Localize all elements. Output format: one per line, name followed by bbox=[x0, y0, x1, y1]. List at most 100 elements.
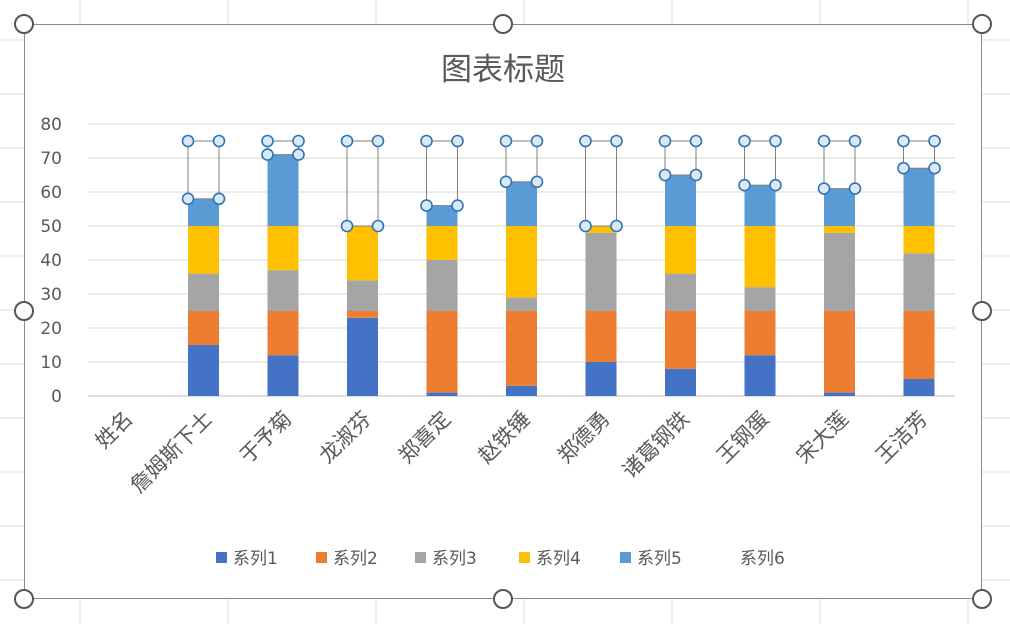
bar-segment[interactable] bbox=[347, 280, 378, 311]
series-selection-handle[interactable] bbox=[420, 134, 433, 148]
bar-segment[interactable] bbox=[426, 205, 458, 226]
series-selection-handle[interactable] bbox=[658, 168, 672, 182]
series-selection-handle[interactable] bbox=[292, 134, 305, 148]
bar-segment[interactable] bbox=[426, 392, 458, 396]
bar-segment[interactable] bbox=[585, 232, 617, 311]
bar-segment[interactable] bbox=[903, 253, 935, 311]
series-selection-handle[interactable] bbox=[530, 175, 544, 189]
bar-segment[interactable] bbox=[903, 140, 935, 169]
bar-segment[interactable] bbox=[903, 311, 935, 379]
bar-segment[interactable] bbox=[665, 175, 696, 226]
bar-segment[interactable] bbox=[744, 185, 776, 226]
series-selection-handle[interactable] bbox=[340, 219, 354, 233]
series-selection-handle[interactable] bbox=[261, 148, 274, 161]
series-selection-handle[interactable] bbox=[181, 134, 195, 148]
bar-segment[interactable] bbox=[665, 226, 696, 274]
series-selection-handle[interactable] bbox=[848, 134, 862, 148]
series-selection-handle[interactable] bbox=[817, 182, 831, 195]
series-selection-handle[interactable] bbox=[928, 161, 941, 175]
bar-segment[interactable] bbox=[903, 168, 935, 226]
legend-label[interactable]: 系列1 bbox=[233, 549, 278, 569]
series-selection-handle[interactable] bbox=[689, 134, 703, 148]
bar-segment[interactable] bbox=[744, 226, 776, 288]
series-selection-handle[interactable] bbox=[451, 199, 464, 212]
legend-label[interactable]: 系列5 bbox=[637, 549, 682, 569]
bar-segment[interactable] bbox=[188, 311, 219, 345]
legend-label[interactable]: 系列6 bbox=[740, 549, 785, 569]
bar-segment[interactable] bbox=[267, 226, 299, 271]
bar-segment[interactable] bbox=[188, 345, 219, 396]
bar-segment[interactable] bbox=[744, 311, 776, 356]
series-selection-handle[interactable] bbox=[848, 182, 862, 195]
bar-segment[interactable] bbox=[426, 260, 458, 311]
chart-selection-handles[interactable] bbox=[14, 14, 992, 609]
bar-segment[interactable] bbox=[585, 311, 617, 362]
bar-segment[interactable] bbox=[824, 392, 855, 396]
series-selection-handle[interactable] bbox=[371, 219, 385, 233]
bar-segment[interactable] bbox=[665, 311, 696, 369]
bar-segment[interactable] bbox=[187, 140, 220, 200]
bar-segment[interactable] bbox=[903, 226, 935, 254]
series-selection-handle[interactable] bbox=[212, 192, 226, 206]
series-selection-handle[interactable] bbox=[292, 148, 305, 161]
series-selection-handle[interactable] bbox=[181, 192, 195, 206]
bar-segment[interactable] bbox=[267, 270, 299, 311]
bar-segment[interactable] bbox=[267, 140, 299, 156]
bar-segment[interactable] bbox=[744, 287, 776, 311]
bar-segment[interactable] bbox=[346, 140, 379, 227]
series-selection-handle[interactable] bbox=[212, 134, 226, 148]
legend-label[interactable]: 系列4 bbox=[536, 549, 581, 569]
bar-segment[interactable] bbox=[664, 140, 697, 176]
series-selection-handle[interactable] bbox=[769, 134, 782, 148]
series-selection-handle[interactable] bbox=[610, 134, 623, 148]
series-selection-handle[interactable] bbox=[897, 134, 910, 148]
series-selection-handle[interactable] bbox=[610, 219, 623, 233]
series-selection-handle[interactable] bbox=[897, 161, 910, 175]
series-selection-handle[interactable] bbox=[738, 134, 751, 148]
bar-segment[interactable] bbox=[585, 226, 617, 233]
bar-segment[interactable] bbox=[267, 311, 299, 356]
bar-segment[interactable] bbox=[665, 368, 696, 396]
bar-segment[interactable] bbox=[506, 385, 537, 396]
series-selection-handle[interactable] bbox=[738, 178, 751, 192]
bar-segment[interactable] bbox=[506, 181, 537, 226]
bar-segment[interactable] bbox=[506, 226, 537, 298]
bar-segment[interactable] bbox=[903, 379, 935, 396]
bar-segment[interactable] bbox=[824, 188, 855, 226]
bar-segment[interactable] bbox=[744, 355, 776, 396]
bar-segment[interactable] bbox=[426, 140, 458, 207]
bar-segment[interactable] bbox=[744, 140, 776, 186]
bar-segment[interactable] bbox=[585, 362, 617, 396]
bar-segment[interactable] bbox=[665, 273, 696, 311]
series-selection-handle[interactable] bbox=[689, 168, 703, 182]
bar-segment[interactable] bbox=[267, 154, 299, 226]
series-selection-handle[interactable] bbox=[499, 134, 513, 148]
bar-segment[interactable] bbox=[824, 232, 855, 311]
bar-segment[interactable] bbox=[823, 140, 856, 190]
bar-segment[interactable] bbox=[347, 226, 378, 281]
series-selection-handle[interactable] bbox=[340, 134, 354, 148]
legend-label[interactable]: 系列3 bbox=[432, 549, 477, 569]
bar-segment[interactable] bbox=[426, 226, 458, 260]
series-selection-handle[interactable] bbox=[371, 134, 385, 148]
bar-segment[interactable] bbox=[506, 311, 537, 386]
series-selection-handle[interactable] bbox=[928, 134, 941, 148]
series-selection-handle[interactable] bbox=[530, 134, 544, 148]
chart-title[interactable]: 图表标题 bbox=[441, 52, 565, 88]
series-selection-handle[interactable] bbox=[261, 134, 274, 148]
bar-segment[interactable] bbox=[347, 317, 378, 396]
bar-segment[interactable] bbox=[824, 226, 855, 233]
bar-segment[interactable] bbox=[347, 311, 378, 318]
bar-segment[interactable] bbox=[267, 355, 299, 396]
series-selection-handle[interactable] bbox=[579, 219, 592, 233]
series-selection-handle[interactable] bbox=[579, 134, 592, 148]
series-selection-handle[interactable] bbox=[451, 134, 464, 148]
bar-segment[interactable] bbox=[188, 273, 219, 311]
chart-area[interactable] bbox=[24, 24, 982, 599]
series-selection-handle[interactable] bbox=[499, 175, 513, 189]
series-selection-handle[interactable] bbox=[420, 199, 433, 212]
bar-segment[interactable] bbox=[188, 226, 219, 274]
legend-label[interactable]: 系列2 bbox=[333, 549, 378, 569]
series-selection-handle[interactable] bbox=[817, 134, 831, 148]
